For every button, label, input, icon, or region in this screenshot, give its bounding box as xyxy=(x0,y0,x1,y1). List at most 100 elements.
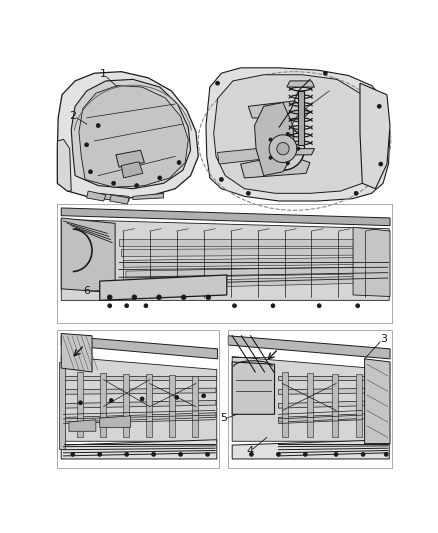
Polygon shape xyxy=(279,388,389,394)
Circle shape xyxy=(286,133,289,135)
Polygon shape xyxy=(232,440,389,459)
Circle shape xyxy=(261,127,304,170)
Circle shape xyxy=(323,71,327,75)
Polygon shape xyxy=(121,161,143,178)
Circle shape xyxy=(334,453,338,456)
Circle shape xyxy=(202,394,205,398)
Polygon shape xyxy=(307,373,313,438)
Circle shape xyxy=(215,82,219,85)
Polygon shape xyxy=(100,275,227,301)
Polygon shape xyxy=(57,329,219,468)
Circle shape xyxy=(144,304,148,308)
Polygon shape xyxy=(100,373,106,438)
Polygon shape xyxy=(279,376,389,381)
Circle shape xyxy=(269,156,272,159)
Circle shape xyxy=(135,184,138,188)
Polygon shape xyxy=(287,81,314,87)
Polygon shape xyxy=(133,193,164,199)
Text: 5: 5 xyxy=(220,413,227,423)
Circle shape xyxy=(177,160,181,165)
Polygon shape xyxy=(279,413,389,422)
Polygon shape xyxy=(332,374,338,438)
Circle shape xyxy=(107,295,112,300)
Bar xyxy=(57,329,219,468)
Polygon shape xyxy=(64,413,216,422)
Polygon shape xyxy=(71,79,191,189)
Polygon shape xyxy=(79,85,188,187)
Circle shape xyxy=(98,453,102,456)
Polygon shape xyxy=(360,83,390,189)
Text: 4: 4 xyxy=(246,446,254,456)
Polygon shape xyxy=(87,191,106,201)
Circle shape xyxy=(377,104,381,108)
Circle shape xyxy=(317,304,321,308)
Circle shape xyxy=(233,304,237,308)
Circle shape xyxy=(277,142,289,155)
Polygon shape xyxy=(228,329,392,468)
Polygon shape xyxy=(61,440,217,459)
Polygon shape xyxy=(100,416,131,427)
Circle shape xyxy=(78,401,82,405)
Circle shape xyxy=(297,147,300,150)
Circle shape xyxy=(205,453,209,456)
Circle shape xyxy=(179,453,183,456)
Polygon shape xyxy=(169,375,175,438)
Polygon shape xyxy=(228,336,390,359)
Polygon shape xyxy=(116,150,145,167)
Circle shape xyxy=(125,304,129,308)
Polygon shape xyxy=(98,193,129,201)
Polygon shape xyxy=(77,372,83,438)
Polygon shape xyxy=(206,68,390,201)
Circle shape xyxy=(85,143,88,147)
Polygon shape xyxy=(240,155,310,178)
Polygon shape xyxy=(279,400,389,408)
Polygon shape xyxy=(282,372,288,438)
Polygon shape xyxy=(232,362,275,414)
Circle shape xyxy=(181,295,186,300)
Circle shape xyxy=(152,453,155,456)
Polygon shape xyxy=(254,102,294,175)
Bar xyxy=(57,204,392,324)
Polygon shape xyxy=(364,359,390,443)
Circle shape xyxy=(269,135,297,163)
Polygon shape xyxy=(61,357,217,441)
Circle shape xyxy=(108,304,112,308)
Polygon shape xyxy=(123,374,129,438)
Circle shape xyxy=(132,295,137,300)
Polygon shape xyxy=(248,101,310,119)
Circle shape xyxy=(286,162,289,165)
Polygon shape xyxy=(61,220,389,301)
Circle shape xyxy=(112,181,116,185)
Text: 3: 3 xyxy=(380,334,387,344)
Circle shape xyxy=(88,170,92,174)
Polygon shape xyxy=(192,376,198,438)
Polygon shape xyxy=(218,147,273,164)
Circle shape xyxy=(140,397,144,401)
Polygon shape xyxy=(121,248,388,256)
Circle shape xyxy=(356,304,360,308)
Polygon shape xyxy=(128,276,388,289)
Polygon shape xyxy=(61,218,115,293)
Polygon shape xyxy=(64,388,216,394)
Circle shape xyxy=(271,304,275,308)
Circle shape xyxy=(96,124,100,127)
Polygon shape xyxy=(381,375,387,438)
Circle shape xyxy=(71,453,75,456)
Polygon shape xyxy=(287,149,314,155)
Polygon shape xyxy=(353,227,390,296)
Polygon shape xyxy=(57,140,71,191)
Circle shape xyxy=(125,453,129,456)
Circle shape xyxy=(379,162,383,166)
Polygon shape xyxy=(356,374,362,438)
Circle shape xyxy=(354,191,358,195)
Polygon shape xyxy=(64,400,216,408)
Polygon shape xyxy=(59,362,65,449)
Polygon shape xyxy=(57,71,198,199)
Circle shape xyxy=(250,453,253,456)
Polygon shape xyxy=(119,239,388,246)
Polygon shape xyxy=(110,195,129,204)
Circle shape xyxy=(276,453,280,456)
Polygon shape xyxy=(64,376,216,381)
Text: 1: 1 xyxy=(100,69,107,79)
Polygon shape xyxy=(124,257,388,267)
